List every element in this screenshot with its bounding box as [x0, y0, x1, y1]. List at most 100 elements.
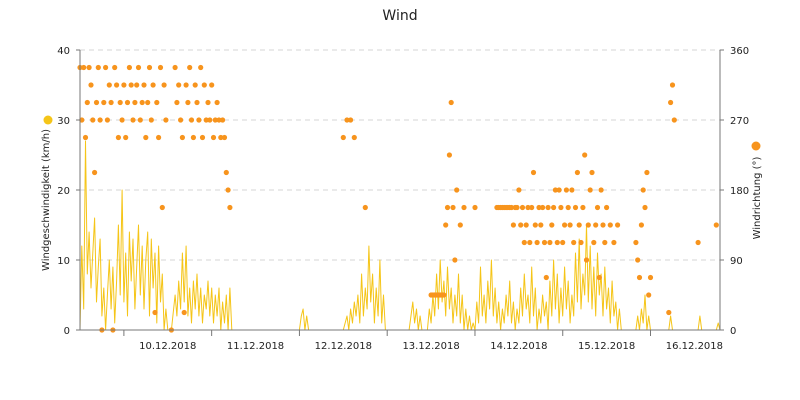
direction-point [521, 239, 527, 246]
direction-point [101, 99, 107, 106]
direction-point [574, 169, 581, 176]
direction-point [90, 117, 96, 123]
direction-point [583, 257, 590, 263]
direction-point [112, 64, 118, 71]
direction-point [448, 99, 454, 106]
direction-point [198, 64, 204, 71]
direction-point [132, 99, 138, 106]
direction-point [178, 117, 184, 123]
direction-point [450, 204, 456, 211]
direction-point [123, 134, 129, 141]
direction-point [518, 222, 524, 228]
direction-point [461, 204, 467, 211]
direction-point [547, 239, 553, 246]
direction-point [543, 274, 549, 281]
direction-point [152, 309, 158, 316]
direction-point [115, 134, 121, 141]
right-tick-label: 90 [730, 256, 743, 267]
direction-point [572, 204, 579, 211]
x-tick-label: 14.12.2018 [490, 341, 547, 352]
direction-point [571, 239, 577, 246]
direction-point [563, 187, 570, 193]
direction-point [348, 117, 354, 123]
direction-point [556, 187, 562, 193]
direction-point [134, 82, 140, 88]
direction-point [552, 187, 559, 193]
direction-point [199, 134, 206, 141]
direction-point [119, 117, 125, 123]
direction-point [93, 99, 100, 106]
direction-point [671, 117, 677, 123]
speed-legend-marker [43, 115, 53, 125]
direction-point [644, 169, 650, 176]
direction-point [82, 134, 89, 141]
direction-point [593, 222, 599, 228]
direction-point [117, 99, 123, 106]
direction-point [172, 64, 178, 71]
direction-point [565, 204, 571, 211]
direction-point [441, 292, 447, 298]
direction-point [218, 134, 224, 141]
direction-point [642, 204, 648, 211]
direction-point [161, 82, 167, 88]
direction-point [108, 99, 114, 106]
gridlines [80, 49, 720, 261]
direction-point [514, 204, 520, 211]
direction-point [534, 239, 540, 246]
direction-point [194, 99, 200, 106]
direction-point [203, 117, 209, 123]
right-axis-ticks: 0 90 180 270 360 [720, 46, 749, 337]
direction-point [713, 222, 719, 228]
x-tick-label: 10.12.2018 [139, 341, 196, 352]
direction-point [137, 117, 143, 123]
direction-point [220, 117, 226, 123]
x-tick-label: 16.12.2018 [666, 341, 723, 352]
direction-point [221, 134, 228, 141]
direction-point [176, 82, 182, 88]
direction-point [181, 309, 187, 316]
direction-point [135, 64, 142, 71]
direction-point [582, 152, 588, 158]
y-axis-left-label: Windgeschwindigkeit (km/h) [41, 129, 52, 271]
y-axis-right-label: Windrichtung (°) [752, 157, 763, 240]
left-tick-label: 30 [57, 116, 70, 127]
direction-point [126, 64, 132, 71]
direction-point [580, 204, 586, 211]
direction-point [551, 204, 557, 211]
direction-point [640, 187, 646, 193]
direction-point [510, 222, 516, 228]
x-axis-ticks: 10.12.2018 11.12.2018 12.12.2018 13.12.2018… [123, 330, 723, 352]
direction-point [594, 204, 601, 211]
direction-point [562, 222, 568, 228]
direction-point [141, 82, 147, 88]
speed-line-segment [635, 294, 651, 331]
direction-point [223, 169, 229, 176]
direction-point [210, 134, 217, 141]
direction-point [545, 204, 551, 211]
direction-point [130, 117, 136, 123]
direction-point [183, 82, 189, 88]
right-tick-label: 0 [730, 326, 736, 337]
direction-point [196, 117, 202, 123]
direction-point [452, 257, 458, 263]
direction-series [77, 64, 719, 333]
direction-point [444, 204, 451, 211]
direction-point [150, 82, 156, 88]
speed-series [79, 140, 721, 331]
direction-point [636, 274, 643, 281]
direction-point [516, 187, 522, 193]
direction-point [519, 204, 526, 211]
direction-point [121, 82, 127, 88]
direction-point [145, 99, 151, 106]
direction-point [602, 239, 608, 246]
direction-point [159, 204, 165, 211]
direction-point [157, 64, 164, 71]
direction-point [527, 239, 533, 246]
direction-point [225, 187, 231, 193]
direction-point [549, 222, 555, 228]
speed-line-segment [715, 322, 721, 331]
direction-point [576, 222, 582, 228]
left-axis-ticks: 0 10 20 30 40 [57, 46, 80, 337]
direction-point [156, 134, 162, 141]
